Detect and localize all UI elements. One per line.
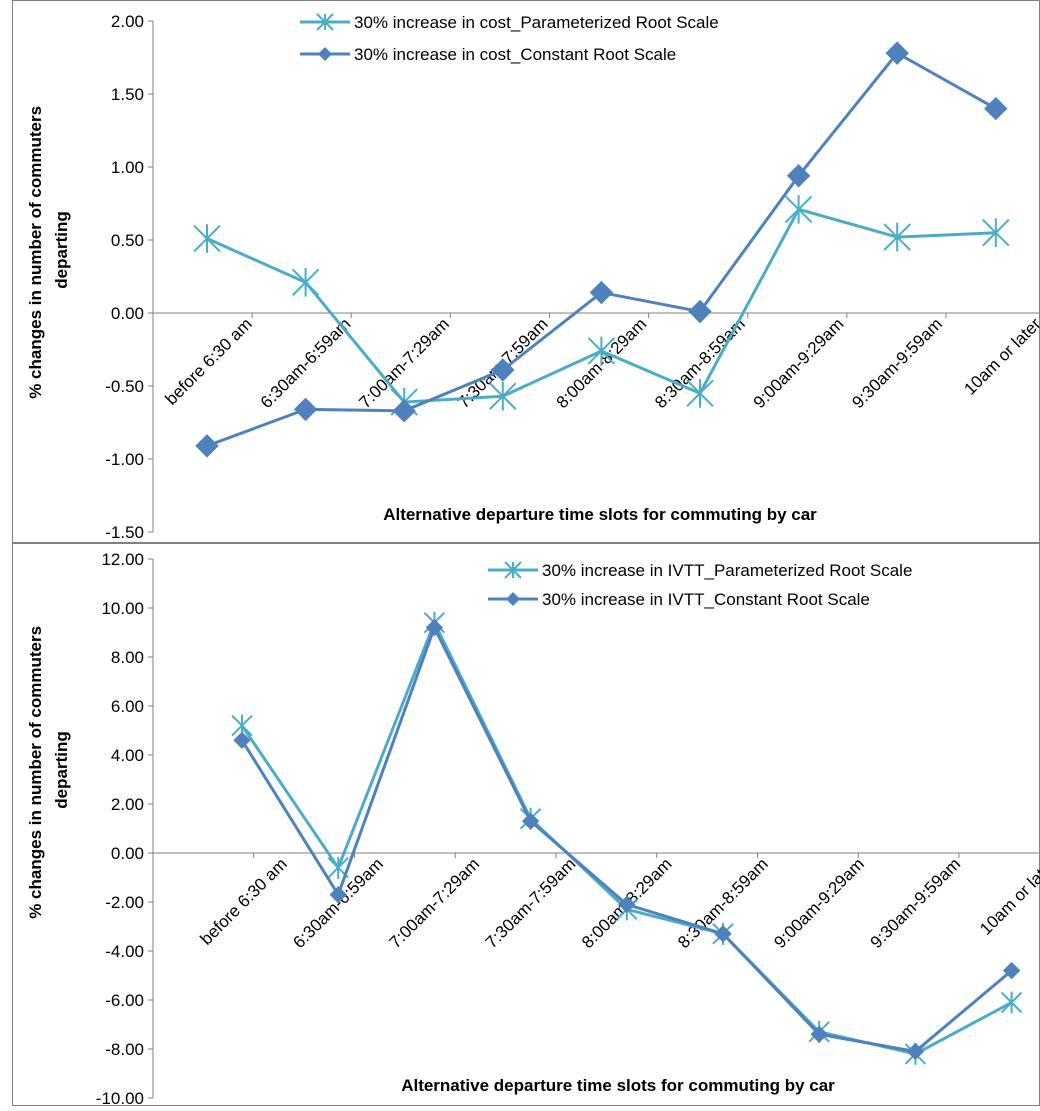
ivtt-x-category-label: 10am or later xyxy=(976,854,1040,938)
cost-chart-y-axis-title-line1: % changes in number of commuters xyxy=(26,106,45,399)
cost-series-1-point xyxy=(489,381,517,411)
ivtt-series-2-point xyxy=(906,1042,925,1061)
cost-series-2-point xyxy=(786,164,811,188)
ivtt-chart-y-axis-title-line2: departing xyxy=(52,731,71,808)
cost-x-category-label: 9:30am-9:59am xyxy=(848,314,946,412)
cost-series-2-point xyxy=(392,399,416,423)
cost-series-2-point xyxy=(984,96,1008,121)
ivtt-y-tick-label: -6.00 xyxy=(105,991,144,1010)
ivtt-series-2-point xyxy=(618,895,636,914)
ivtt-x-category-label: 9:00am-9:29am xyxy=(770,854,868,952)
cost-legend-1-label: 30% increase in cost_Parameterized Root … xyxy=(354,13,719,32)
cost-y-tick-label: -0.50 xyxy=(105,377,144,396)
ivtt-y-tick-label: 0.00 xyxy=(111,844,144,863)
cost-series-2-point xyxy=(589,280,614,305)
ivtt-x-category-label: 9:30am-9:59am xyxy=(867,854,965,952)
ivtt-series-2-point xyxy=(810,1025,828,1044)
cost-y-tick-label: 2.00 xyxy=(111,12,144,31)
ivtt-x-category-label: 7:30am-7:59am xyxy=(482,854,580,952)
ivtt-chart-x-axis-title: Alternative departure time slots for com… xyxy=(401,1076,835,1095)
ivtt-chart-y-axis-title: % changes in number of commuters departi… xyxy=(26,621,71,919)
ivtt-x-category-label: before 6:30 am xyxy=(197,854,291,948)
cost-x-category-label: before 6:30 am xyxy=(162,314,256,408)
ivtt-series-2-point xyxy=(521,812,540,830)
cost-legend-2-label: 30% increase in cost_Constant Root Scale xyxy=(354,45,676,64)
ivtt-y-tick-label: 12.00 xyxy=(101,550,144,569)
ivtt-y-tick-label: -4.00 xyxy=(105,942,144,961)
cost-chart: % changes in number of commuters departi… xyxy=(26,12,1040,542)
ivtt-y-tick-label: 8.00 xyxy=(111,648,144,667)
ivtt-series-2-point xyxy=(425,618,444,637)
cost-series-1-point xyxy=(784,195,813,224)
cost-chart-y-axis-title-line2: departing xyxy=(52,211,71,288)
ivtt-y-tick-label: 4.00 xyxy=(111,746,144,765)
cost-series-1-point xyxy=(982,218,1010,247)
ivtt-x-category-label: 7:00am-7:29am xyxy=(386,854,484,952)
cost-y-tick-label: 1.00 xyxy=(111,158,144,177)
cost-series-2-point xyxy=(885,41,909,65)
cost-series-2-point xyxy=(195,434,219,458)
ivtt-y-tick-label: -10.00 xyxy=(96,1089,144,1106)
ivtt-series-1-point xyxy=(1000,991,1023,1014)
ivtt-chart: % changes in number of commuters departi… xyxy=(26,550,1040,1108)
ivtt-y-tick-label: -8.00 xyxy=(105,1040,144,1059)
ivtt-y-tick-label: -2.00 xyxy=(105,893,144,912)
ivtt-series-2-point xyxy=(714,925,732,943)
ivtt-y-tick-label: 6.00 xyxy=(111,697,144,716)
cost-series-2-point xyxy=(491,358,515,382)
cost-series-1-point xyxy=(291,268,320,297)
cost-y-tick-label: 1.50 xyxy=(111,85,144,104)
cost-series-2-point xyxy=(688,299,712,324)
cost-series-2-point xyxy=(293,397,318,422)
cost-series-1-point xyxy=(193,224,221,253)
top-chart-frame xyxy=(12,0,1040,543)
ivtt-series-2-line xyxy=(240,626,1013,1053)
ivtt-series-2-point xyxy=(329,885,347,904)
ivtt-y-tick-label: 10.00 xyxy=(101,599,144,618)
ivtt-chart-y-axis-title-line1: % changes in number of commuters xyxy=(26,626,45,919)
cost-legend-2-marker xyxy=(318,47,332,61)
ivtt-legend-1-label: 30% increase in IVTT_Parameterized Root … xyxy=(542,561,912,580)
ivtt-legend-2-marker xyxy=(506,592,520,606)
cost-chart-y-axis-title: % changes in number of commuters departi… xyxy=(26,101,71,399)
cost-y-tick-label: 0.00 xyxy=(111,304,144,323)
cost-y-tick-label: 0.50 xyxy=(111,231,144,250)
cost-series-1-point xyxy=(883,222,911,252)
ivtt-series-2-point xyxy=(233,731,251,750)
cost-x-category-label: 9:00am-9:29am xyxy=(750,314,848,412)
ivtt-series-2-point xyxy=(1002,961,1021,980)
ivtt-y-tick-label: 2.00 xyxy=(111,795,144,814)
cost-x-category-label: 10am or later xyxy=(960,314,1040,398)
ivtt-legend-1-marker xyxy=(504,561,522,579)
cost-y-tick-label: -1.50 xyxy=(105,523,144,542)
cost-chart-x-axis-title: Alternative departure time slots for com… xyxy=(383,505,817,524)
cost-x-category-label: 6:30am-6:59am xyxy=(257,314,355,412)
cost-series-1-point xyxy=(587,336,616,366)
cost-y-tick-label: -1.00 xyxy=(105,450,144,469)
cost-legend-1-marker xyxy=(316,13,334,31)
ivtt-legend-2-label: 30% increase in IVTT_Constant Root Scale xyxy=(542,590,870,609)
cost-series-1-point xyxy=(686,379,714,408)
